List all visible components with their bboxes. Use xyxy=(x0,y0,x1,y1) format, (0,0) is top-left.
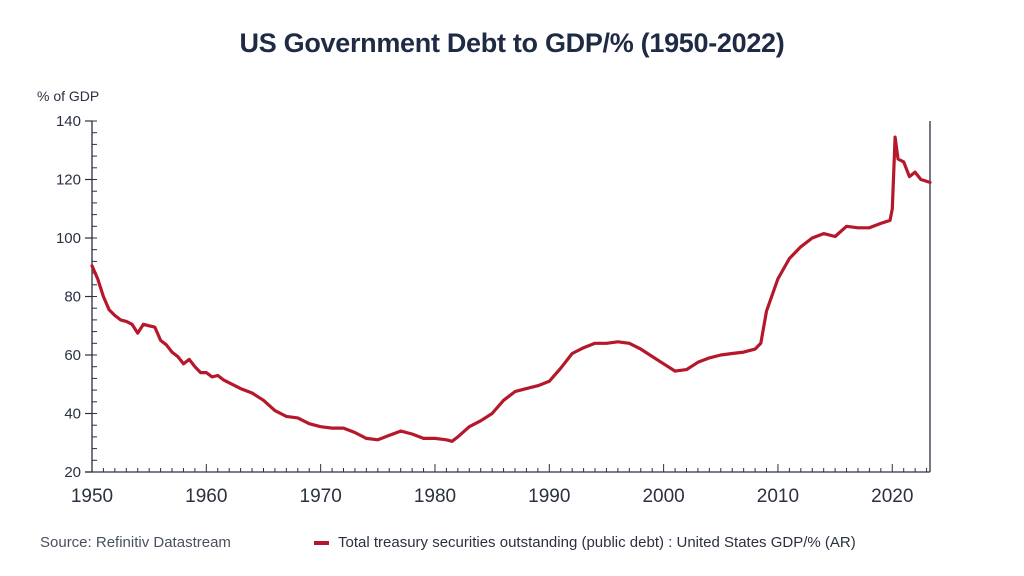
y-tick-label: 80 xyxy=(64,289,81,306)
legend: Total treasury securities outstanding (p… xyxy=(314,534,856,551)
x-tick-label: 1950 xyxy=(71,486,113,507)
x-tick-label: 2020 xyxy=(871,486,913,507)
x-tick-label: 1980 xyxy=(414,486,456,507)
y-axis-label: % of GDP xyxy=(37,88,100,104)
x-tick-label: 1960 xyxy=(185,486,227,507)
y-tick-label: 120 xyxy=(56,172,81,189)
legend-swatch xyxy=(314,540,329,545)
x-tick-label: 2000 xyxy=(642,486,684,507)
x-tick-label: 2010 xyxy=(757,486,799,507)
x-tick-label: 1970 xyxy=(300,486,342,507)
y-tick-label: 100 xyxy=(56,230,81,247)
y-tick-label: 40 xyxy=(64,406,81,423)
y-tick-label: 60 xyxy=(64,347,81,364)
series-line-0 xyxy=(90,135,932,443)
x-tick-label: 1990 xyxy=(528,486,570,507)
y-tick-label: 20 xyxy=(64,464,81,481)
chart-title: US Government Debt to GDP/% (1950-2022) xyxy=(239,28,785,58)
source-note: Source: Refinitiv Datastream xyxy=(40,534,231,551)
y-tick-label: 140 xyxy=(56,113,81,130)
legend-label: Total treasury securities outstanding (p… xyxy=(338,534,856,551)
